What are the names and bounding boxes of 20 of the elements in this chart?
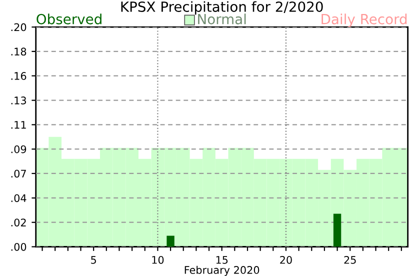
- y-tick-label: .13: [11, 96, 26, 104]
- y-tick-label: .18: [11, 48, 26, 56]
- chart-title: KPSX Precipitation for 2/2020: [121, 1, 323, 15]
- x-axis-title: February 2020: [184, 266, 260, 276]
- x-tick-label: 5: [91, 256, 96, 264]
- legend-label: Daily Record: [322, 14, 407, 28]
- y-tick-label: .09: [11, 145, 26, 154]
- y-tick-label: .02: [11, 218, 26, 226]
- x-tick-label: 10: [152, 256, 164, 264]
- y-tick-label: .04: [11, 194, 26, 202]
- legend-label: Normal: [198, 14, 246, 24]
- y-tick-label: .07: [11, 170, 26, 178]
- x-tick-label: 25: [344, 256, 356, 264]
- x-tick-label: 15: [216, 256, 228, 264]
- y-tick-label: .16: [11, 72, 26, 80]
- x-tick-label: 20: [280, 256, 292, 264]
- y-tick-label: .11: [11, 121, 26, 129]
- y-tick-label: .00: [11, 242, 26, 251]
- text: Observed: [36, 14, 102, 24]
- y-tick-label: .20: [11, 23, 26, 32]
